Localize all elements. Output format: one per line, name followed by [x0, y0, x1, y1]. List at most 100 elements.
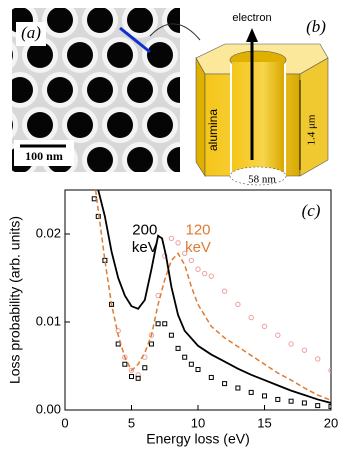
marker [168, 235, 175, 242]
marker [135, 375, 141, 381]
pore [167, 147, 180, 172]
material-label: alumina [206, 109, 220, 151]
marker [208, 273, 215, 279]
diameter-label: 58 nm [248, 174, 276, 186]
arrow-head [246, 28, 258, 42]
pore [167, 77, 180, 103]
marker [129, 374, 134, 380]
marker [195, 367, 201, 373]
scale-box [14, 140, 74, 166]
marker [201, 270, 208, 277]
x-tick-label: 5 [128, 415, 135, 430]
pore [127, 77, 153, 103]
pore [147, 182, 173, 208]
pore-halo [0, 177, 18, 213]
pore [87, 77, 113, 103]
y-axis-label: Loss probability (arb. units) [7, 216, 23, 384]
pore [167, 8, 180, 33]
marker [301, 347, 308, 353]
hole-bottom [229, 166, 287, 186]
marker [235, 301, 241, 308]
pore [147, 112, 173, 138]
marker [288, 341, 294, 347]
pore [0, 182, 13, 208]
marker [128, 367, 135, 374]
x-tick-label: 20 [324, 415, 338, 430]
marker [301, 400, 307, 406]
marker [175, 345, 181, 351]
hole-wall [232, 62, 284, 176]
pore [87, 147, 113, 172]
pore [107, 112, 133, 138]
marker [135, 372, 141, 378]
marker [162, 321, 168, 327]
marker [275, 332, 281, 338]
x-tick-label: 15 [257, 415, 271, 430]
pore-halo [0, 0, 18, 3]
x-axis-label: Energy loss (eV) [146, 431, 249, 447]
x-tick-label: 0 [61, 415, 68, 430]
marker [208, 374, 214, 380]
marker [195, 266, 201, 272]
annotation: 120 [185, 221, 210, 238]
marker [175, 240, 181, 246]
annotation: 200 [132, 221, 157, 238]
pore [227, 182, 253, 208]
marker [182, 354, 188, 360]
marker [328, 367, 331, 374]
y-tick-label: 0.02 [36, 225, 61, 240]
pore [107, 182, 133, 208]
pore-halo [102, 0, 138, 3]
pore [12, 77, 33, 103]
pore [12, 120, 13, 130]
marker [115, 341, 121, 347]
pore [27, 42, 53, 68]
marker [328, 403, 331, 409]
marker [188, 361, 194, 367]
marker [182, 250, 188, 257]
block-side [195, 56, 206, 178]
line-marker [119, 26, 151, 54]
beam-label: electron [232, 12, 271, 24]
marker [122, 361, 128, 367]
marker [315, 403, 321, 409]
pore-halo [142, 177, 178, 213]
pore-halo [22, 0, 58, 3]
pore-halo [62, 177, 98, 213]
pore [67, 182, 93, 208]
y-tick-label: 0.00 [36, 401, 61, 416]
pore [187, 182, 213, 208]
pore-halo [142, 0, 178, 3]
pore-halo [102, 177, 138, 213]
line [94, 190, 331, 402]
pore-halo [12, 41, 18, 69]
x-tick-label: 10 [191, 415, 205, 430]
marker [188, 257, 195, 264]
marker [315, 356, 321, 362]
pore [12, 50, 13, 60]
marker [248, 389, 254, 395]
marker [142, 365, 148, 371]
pore [47, 77, 73, 103]
pore-halo [22, 177, 58, 213]
marker [275, 396, 281, 402]
line [97, 190, 331, 404]
pore [127, 147, 153, 172]
pore [147, 42, 173, 68]
pore-halo [222, 0, 258, 3]
marker [168, 332, 174, 338]
marker [248, 314, 254, 321]
panel-label: (b) [306, 17, 326, 36]
marker [91, 196, 97, 202]
pore-halo [12, 111, 18, 139]
marker [235, 385, 241, 391]
pore [67, 42, 93, 68]
pore [207, 7, 233, 33]
marker [155, 321, 161, 327]
marker [262, 393, 267, 399]
height-label: 1.4 μm [306, 114, 318, 145]
pore [27, 112, 53, 138]
pore [47, 8, 73, 33]
